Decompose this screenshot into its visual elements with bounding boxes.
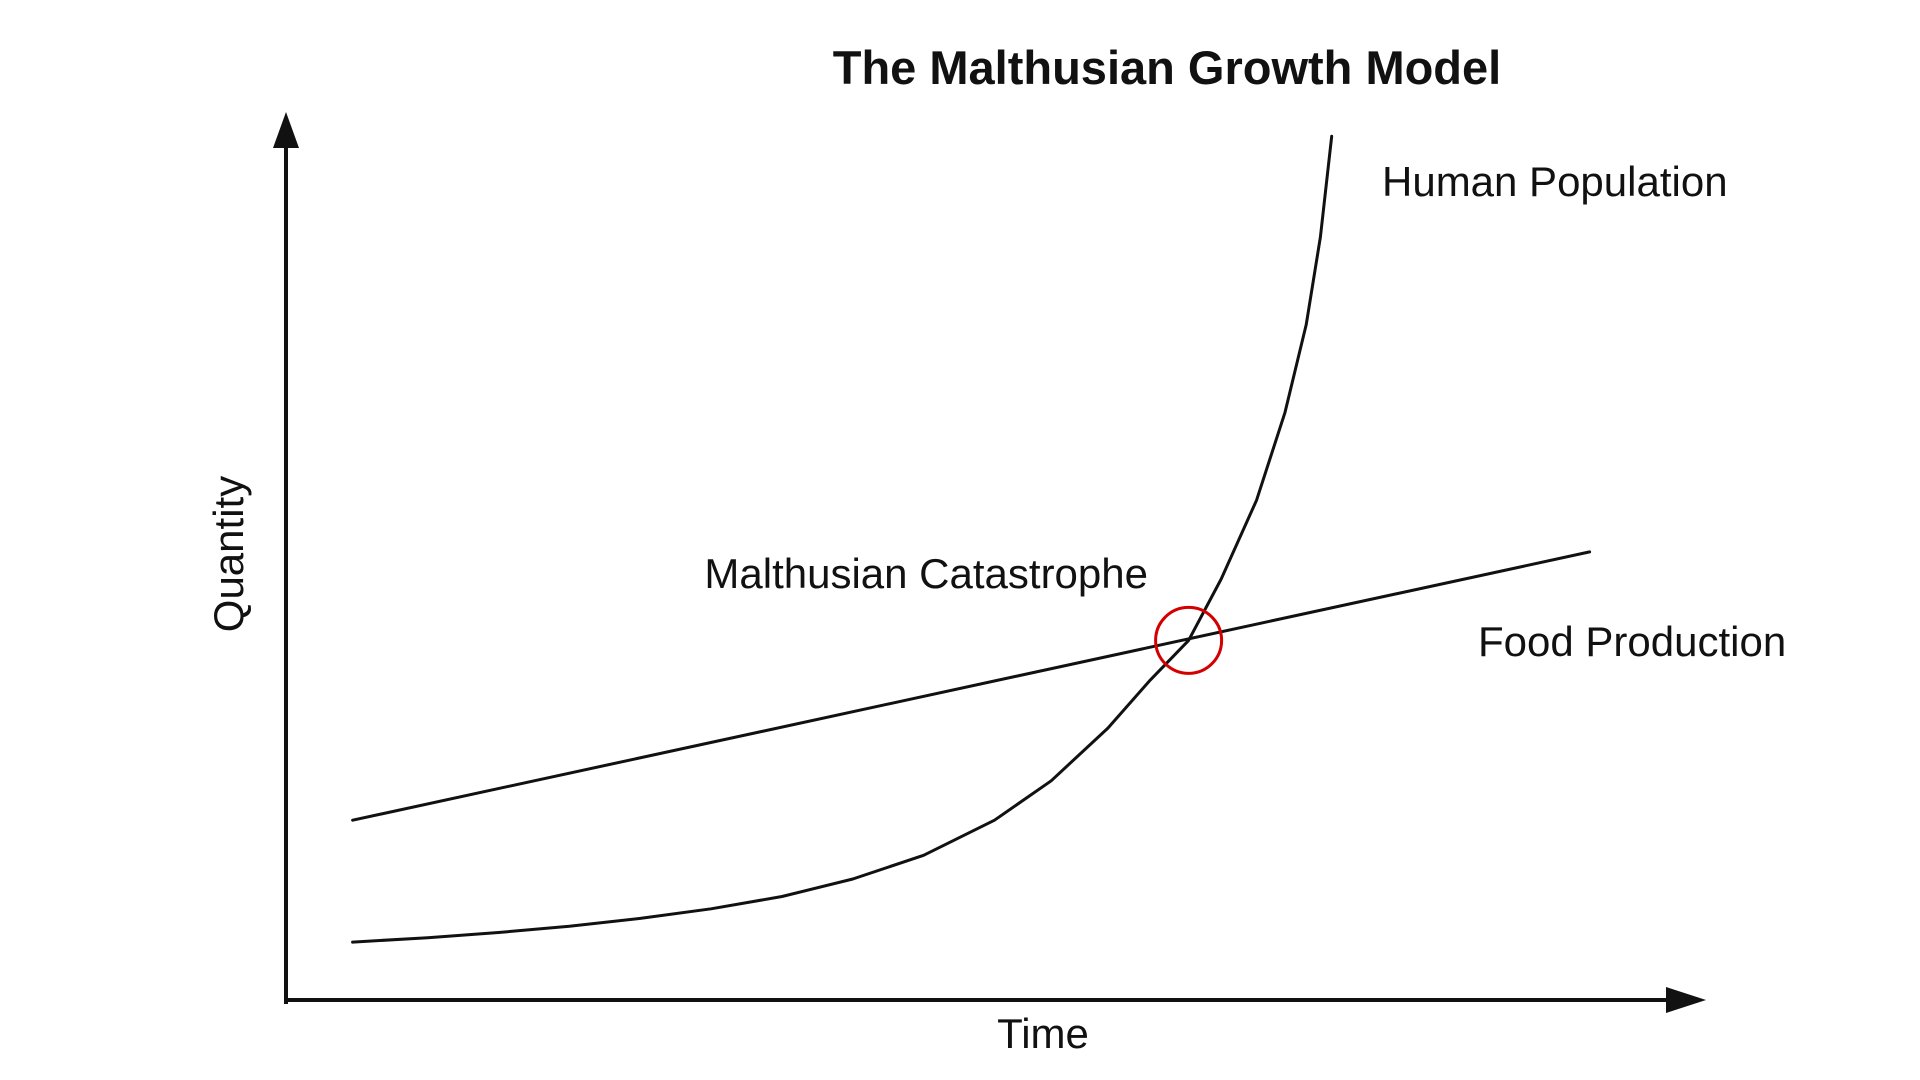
series-curve-human-population (351, 134, 1334, 944)
x-axis-arrowhead-icon (1666, 987, 1706, 1013)
series-curves (351, 134, 1592, 944)
annotation-label: Malthusian Catastrophe (704, 550, 1148, 597)
malthusian-catastrophe-circle (1154, 605, 1224, 675)
series-curve-food-production (351, 550, 1592, 822)
series-label-food-production: Food Production (1478, 618, 1786, 665)
y-axis-arrowhead-icon (273, 112, 299, 148)
x-axis-label: Time (997, 1010, 1089, 1057)
y-axis-label: Quantity (205, 476, 252, 632)
axes (273, 112, 1706, 1013)
series-label-human-population: Human Population (1382, 158, 1728, 205)
chart-title: The Malthusian Growth Model (833, 41, 1501, 94)
